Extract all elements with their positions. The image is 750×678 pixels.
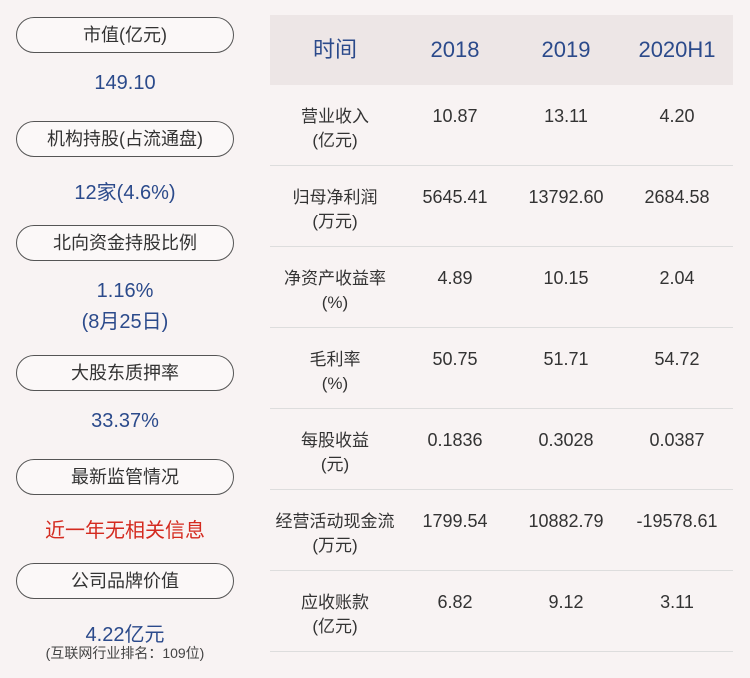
- row-separator: [270, 651, 733, 652]
- row-separator: [270, 489, 733, 490]
- metric-value: 4.22亿元: [85, 624, 165, 646]
- column-header: 2020H1: [638, 37, 716, 62]
- cell-value: 9.12: [548, 592, 584, 612]
- cell-value: 13792.60: [528, 187, 604, 207]
- row-label: 应收账款: [301, 593, 369, 612]
- cell-value: 4.89: [437, 268, 473, 288]
- row-label: 每股收益: [301, 431, 369, 450]
- metric-value: (8月25日): [81, 311, 169, 333]
- row-separator: [270, 327, 733, 328]
- row-separator: [270, 165, 733, 166]
- metric-label: 机构持股(占流通盘): [16, 121, 234, 157]
- metric-value: 近一年无相关信息: [45, 520, 205, 542]
- row-label: (亿元): [312, 617, 358, 636]
- metric-label: 最新监管情况: [16, 459, 234, 495]
- metric-value: 33.37%: [91, 410, 159, 432]
- cell-value: 10.87: [432, 106, 478, 126]
- row-label: (亿元): [312, 131, 358, 150]
- row-label: 归母净利润: [292, 188, 378, 207]
- cell-value: 50.75: [432, 349, 478, 369]
- cell-value: 13.11: [544, 106, 588, 126]
- row-separator: [270, 408, 733, 409]
- cell-value: 4.20: [659, 106, 695, 126]
- cell-value: 10882.79: [528, 511, 604, 531]
- cell-value: 10.15: [543, 268, 589, 288]
- column-header: 时间: [312, 37, 357, 62]
- row-label: 毛利率: [309, 350, 361, 369]
- cell-value: 51.71: [543, 349, 589, 369]
- cell-value: 1799.54: [422, 511, 488, 531]
- metric-value: 1.16%: [96, 280, 154, 302]
- cell-value: 2.04: [659, 268, 695, 288]
- cell-value: -19578.61: [636, 511, 718, 531]
- cell-value: 54.72: [654, 349, 700, 369]
- cell-value: 5645.41: [422, 187, 488, 207]
- row-label: (万元): [312, 536, 358, 555]
- row-separator: [270, 246, 733, 247]
- metric-label: 大股东质押率: [16, 355, 234, 391]
- table-header-bg: [270, 15, 733, 85]
- row-label: 营业收入: [301, 107, 369, 126]
- cell-value: 6.82: [437, 592, 473, 612]
- column-header: 2019: [541, 37, 591, 62]
- row-separator: [270, 570, 733, 571]
- row-label: 净资产收益率: [284, 269, 386, 288]
- metric-value: 149.10: [94, 72, 156, 94]
- metric-value: (互联网行业排名：109位): [45, 645, 205, 661]
- row-label: (%): [321, 374, 349, 393]
- row-label: (元): [320, 455, 350, 474]
- cell-value: 3.11: [660, 592, 694, 612]
- row-label: (万元): [312, 212, 358, 231]
- row-label: 经营活动现金流: [275, 512, 395, 531]
- metric-label: 北向资金持股比例: [16, 225, 234, 261]
- column-header: 2018: [430, 37, 480, 62]
- cell-value: 2684.58: [644, 187, 710, 207]
- metric-label: 市值(亿元): [16, 17, 234, 53]
- cell-value: 0.0387: [649, 430, 705, 450]
- cell-value: 0.3028: [538, 430, 594, 450]
- metric-label: 公司品牌价值: [16, 563, 234, 599]
- row-label: (%): [321, 293, 349, 312]
- cell-value: 0.1836: [427, 430, 483, 450]
- metric-value: 12家(4.6%): [74, 182, 176, 204]
